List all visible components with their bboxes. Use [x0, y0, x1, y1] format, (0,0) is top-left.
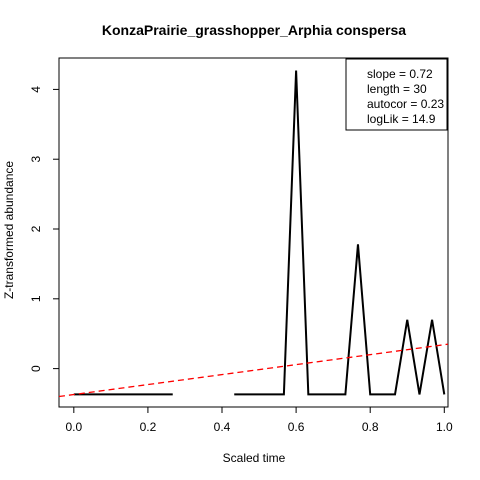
series-layer — [73, 70, 446, 396]
chart-title: KonzaPrairie_grasshopper_Arphia conspers… — [102, 22, 406, 38]
y-axis: 0 1 2 3 4 — [29, 86, 60, 372]
legend-entry: length = 30 — [367, 82, 427, 96]
x-axis: 0.0 0.2 0.4 0.6 0.8 1.0 — [65, 406, 453, 434]
x-tick-label: 1.0 — [436, 420, 453, 434]
x-tick-label: 0.4 — [214, 420, 231, 434]
x-tick-label: 0.6 — [288, 420, 305, 434]
y-tick-label: 4 — [29, 86, 43, 93]
y-tick-label: 1 — [29, 295, 43, 302]
y-tick-label: 0 — [29, 365, 43, 372]
legend-entry: autocor = 0.23 — [367, 97, 444, 111]
y-axis-label: Z-transformed abundance — [2, 161, 16, 299]
x-axis-label: Scaled time — [223, 451, 286, 465]
trend-layer — [58, 343, 449, 398]
series-line — [234, 70, 446, 396]
x-tick-label: 0.2 — [140, 420, 157, 434]
y-tick-label: 2 — [29, 225, 43, 232]
x-tick-label: 0.8 — [362, 420, 379, 434]
x-tick-label: 0.0 — [65, 420, 82, 434]
legend-entry: slope = 0.72 — [367, 67, 433, 81]
legend-box — [345, 58, 448, 131]
legend-entry: logLik = 14.9 — [367, 112, 436, 126]
trend-line — [58, 343, 449, 398]
y-tick-label: 3 — [29, 156, 43, 163]
